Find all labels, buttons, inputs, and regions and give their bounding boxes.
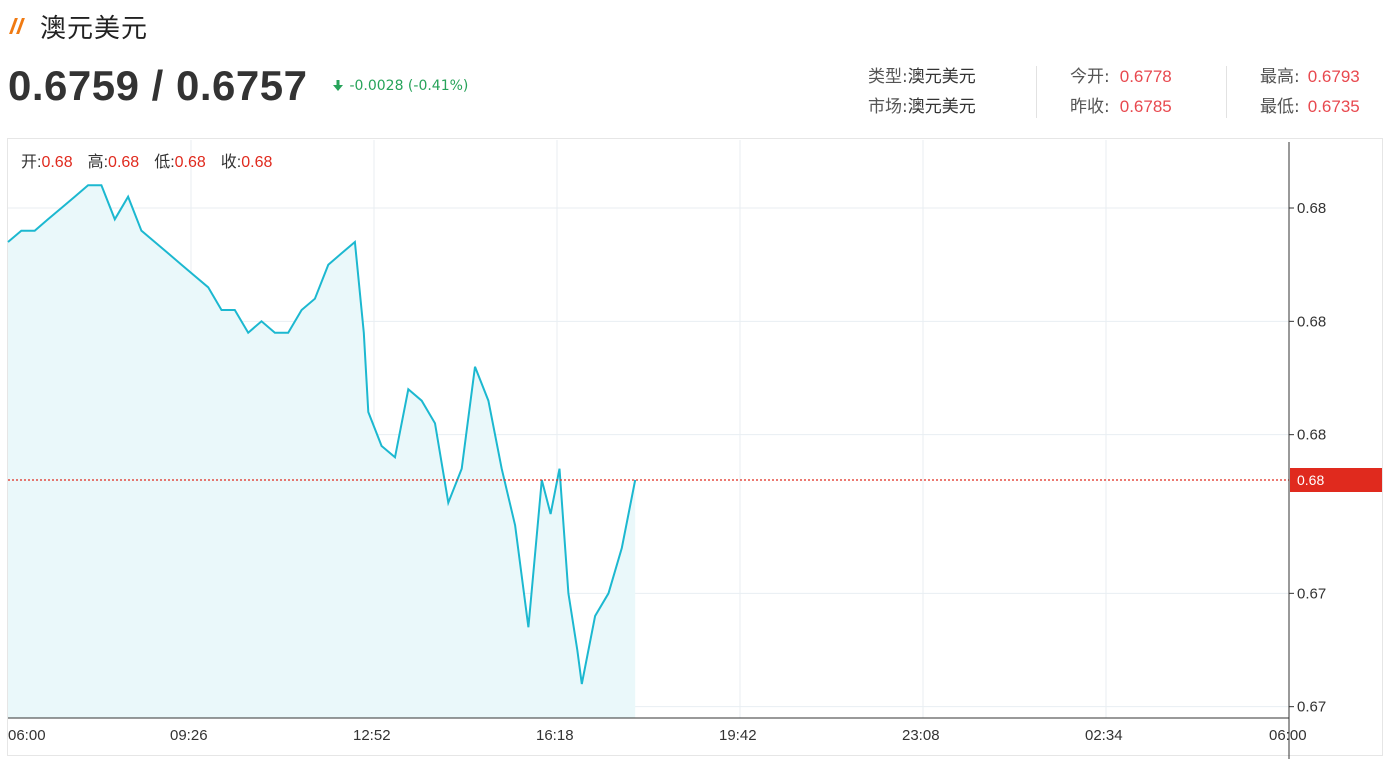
x-tick-label: 09:26 xyxy=(170,727,208,744)
x-tick-label: 23:08 xyxy=(902,727,940,744)
high-label: 最高: xyxy=(1260,67,1300,87)
price-row: 0.6759 / 0.6757 -0.0028 (-0.41%) xyxy=(8,62,468,110)
prev-close-label: 昨收: xyxy=(1070,97,1110,117)
y-tick-label: 0.68 xyxy=(1297,313,1326,330)
x-axis-labels: 06:00 09:26 12:52 16:18 19:42 23:08 02:34 06:00 xyxy=(8,727,1307,744)
y-tick-label: 0.68 xyxy=(1297,200,1326,217)
chart-frame xyxy=(7,138,1383,756)
prev-close-value: 0.6785 xyxy=(1119,97,1172,116)
open-value: 0.6778 xyxy=(1119,67,1172,86)
open-label: 今开: xyxy=(1070,67,1110,87)
x-tick-label: 16:18 xyxy=(536,727,574,744)
ohlc-close-label: 收: xyxy=(221,153,241,171)
y-tick-label: 0.67 xyxy=(1297,699,1326,716)
price-change: -0.0028 (-0.41%) xyxy=(333,78,468,94)
ohlc-close-value: 0.68 xyxy=(241,154,272,171)
x-tick-label: 02:34 xyxy=(1085,727,1123,744)
stats-open-close: 今开: 0.6778 昨收: 0.6785 xyxy=(1070,62,1172,122)
ohlc-low-value: 0.68 xyxy=(175,154,206,171)
type-label: 类型: xyxy=(868,67,908,87)
market-value: 澳元美元 xyxy=(907,97,976,117)
y-tick-label: 0.67 xyxy=(1297,585,1326,602)
low-value: 0.6735 xyxy=(1307,97,1360,116)
page-title: 澳元美元 xyxy=(40,13,149,44)
y-tick-label: 0.68 xyxy=(1297,427,1326,444)
current-price-tag xyxy=(1290,468,1382,492)
high-value: 0.6793 xyxy=(1307,67,1360,86)
current-price-label: 0.68 xyxy=(1297,472,1324,488)
price-area-fill xyxy=(8,185,636,719)
svg-text:开:0.68高:0.68低:0.68收:0.68: 开:0.68 高:0.68 低:0.68 收:0.68 xyxy=(21,153,272,171)
stats-high-low: 最高: 0.6793 最低: 0.6735 xyxy=(1260,62,1360,122)
ohlc-high-label: 高: xyxy=(88,153,108,171)
low-label: 最低: xyxy=(1260,97,1300,117)
price-change-text: -0.0028 (-0.41%) xyxy=(349,78,469,94)
stats-divider xyxy=(1226,66,1227,118)
stats-type-market: 类型:澳元美元 市场:澳元美元 xyxy=(868,62,976,122)
ohlc-open-value: 0.68 xyxy=(41,154,72,171)
ohlc-high-value: 0.68 xyxy=(108,154,139,171)
y-axis-labels: 0.68 0.68 0.68 0.67 0.67 xyxy=(1297,200,1326,716)
x-tick-label: 06:00 xyxy=(8,727,46,744)
x-tick-label: 12:52 xyxy=(353,727,391,744)
market-label: 市场: xyxy=(868,97,908,117)
stats-divider xyxy=(1036,66,1037,118)
x-tick-label: 19:42 xyxy=(719,727,757,744)
price-line xyxy=(7,184,637,685)
chart-axes xyxy=(8,142,1290,759)
x-tick-label: 06:00 xyxy=(1269,727,1307,744)
ohlc-low-label: 低: xyxy=(154,153,174,171)
type-value: 澳元美元 xyxy=(907,67,976,87)
ohlc-open-label: 开: xyxy=(21,154,41,171)
title-row: 澳元美元 xyxy=(8,8,148,44)
bid-ask-price: 0.6759 / 0.6757 xyxy=(8,62,308,109)
down-arrow-icon xyxy=(333,80,344,91)
